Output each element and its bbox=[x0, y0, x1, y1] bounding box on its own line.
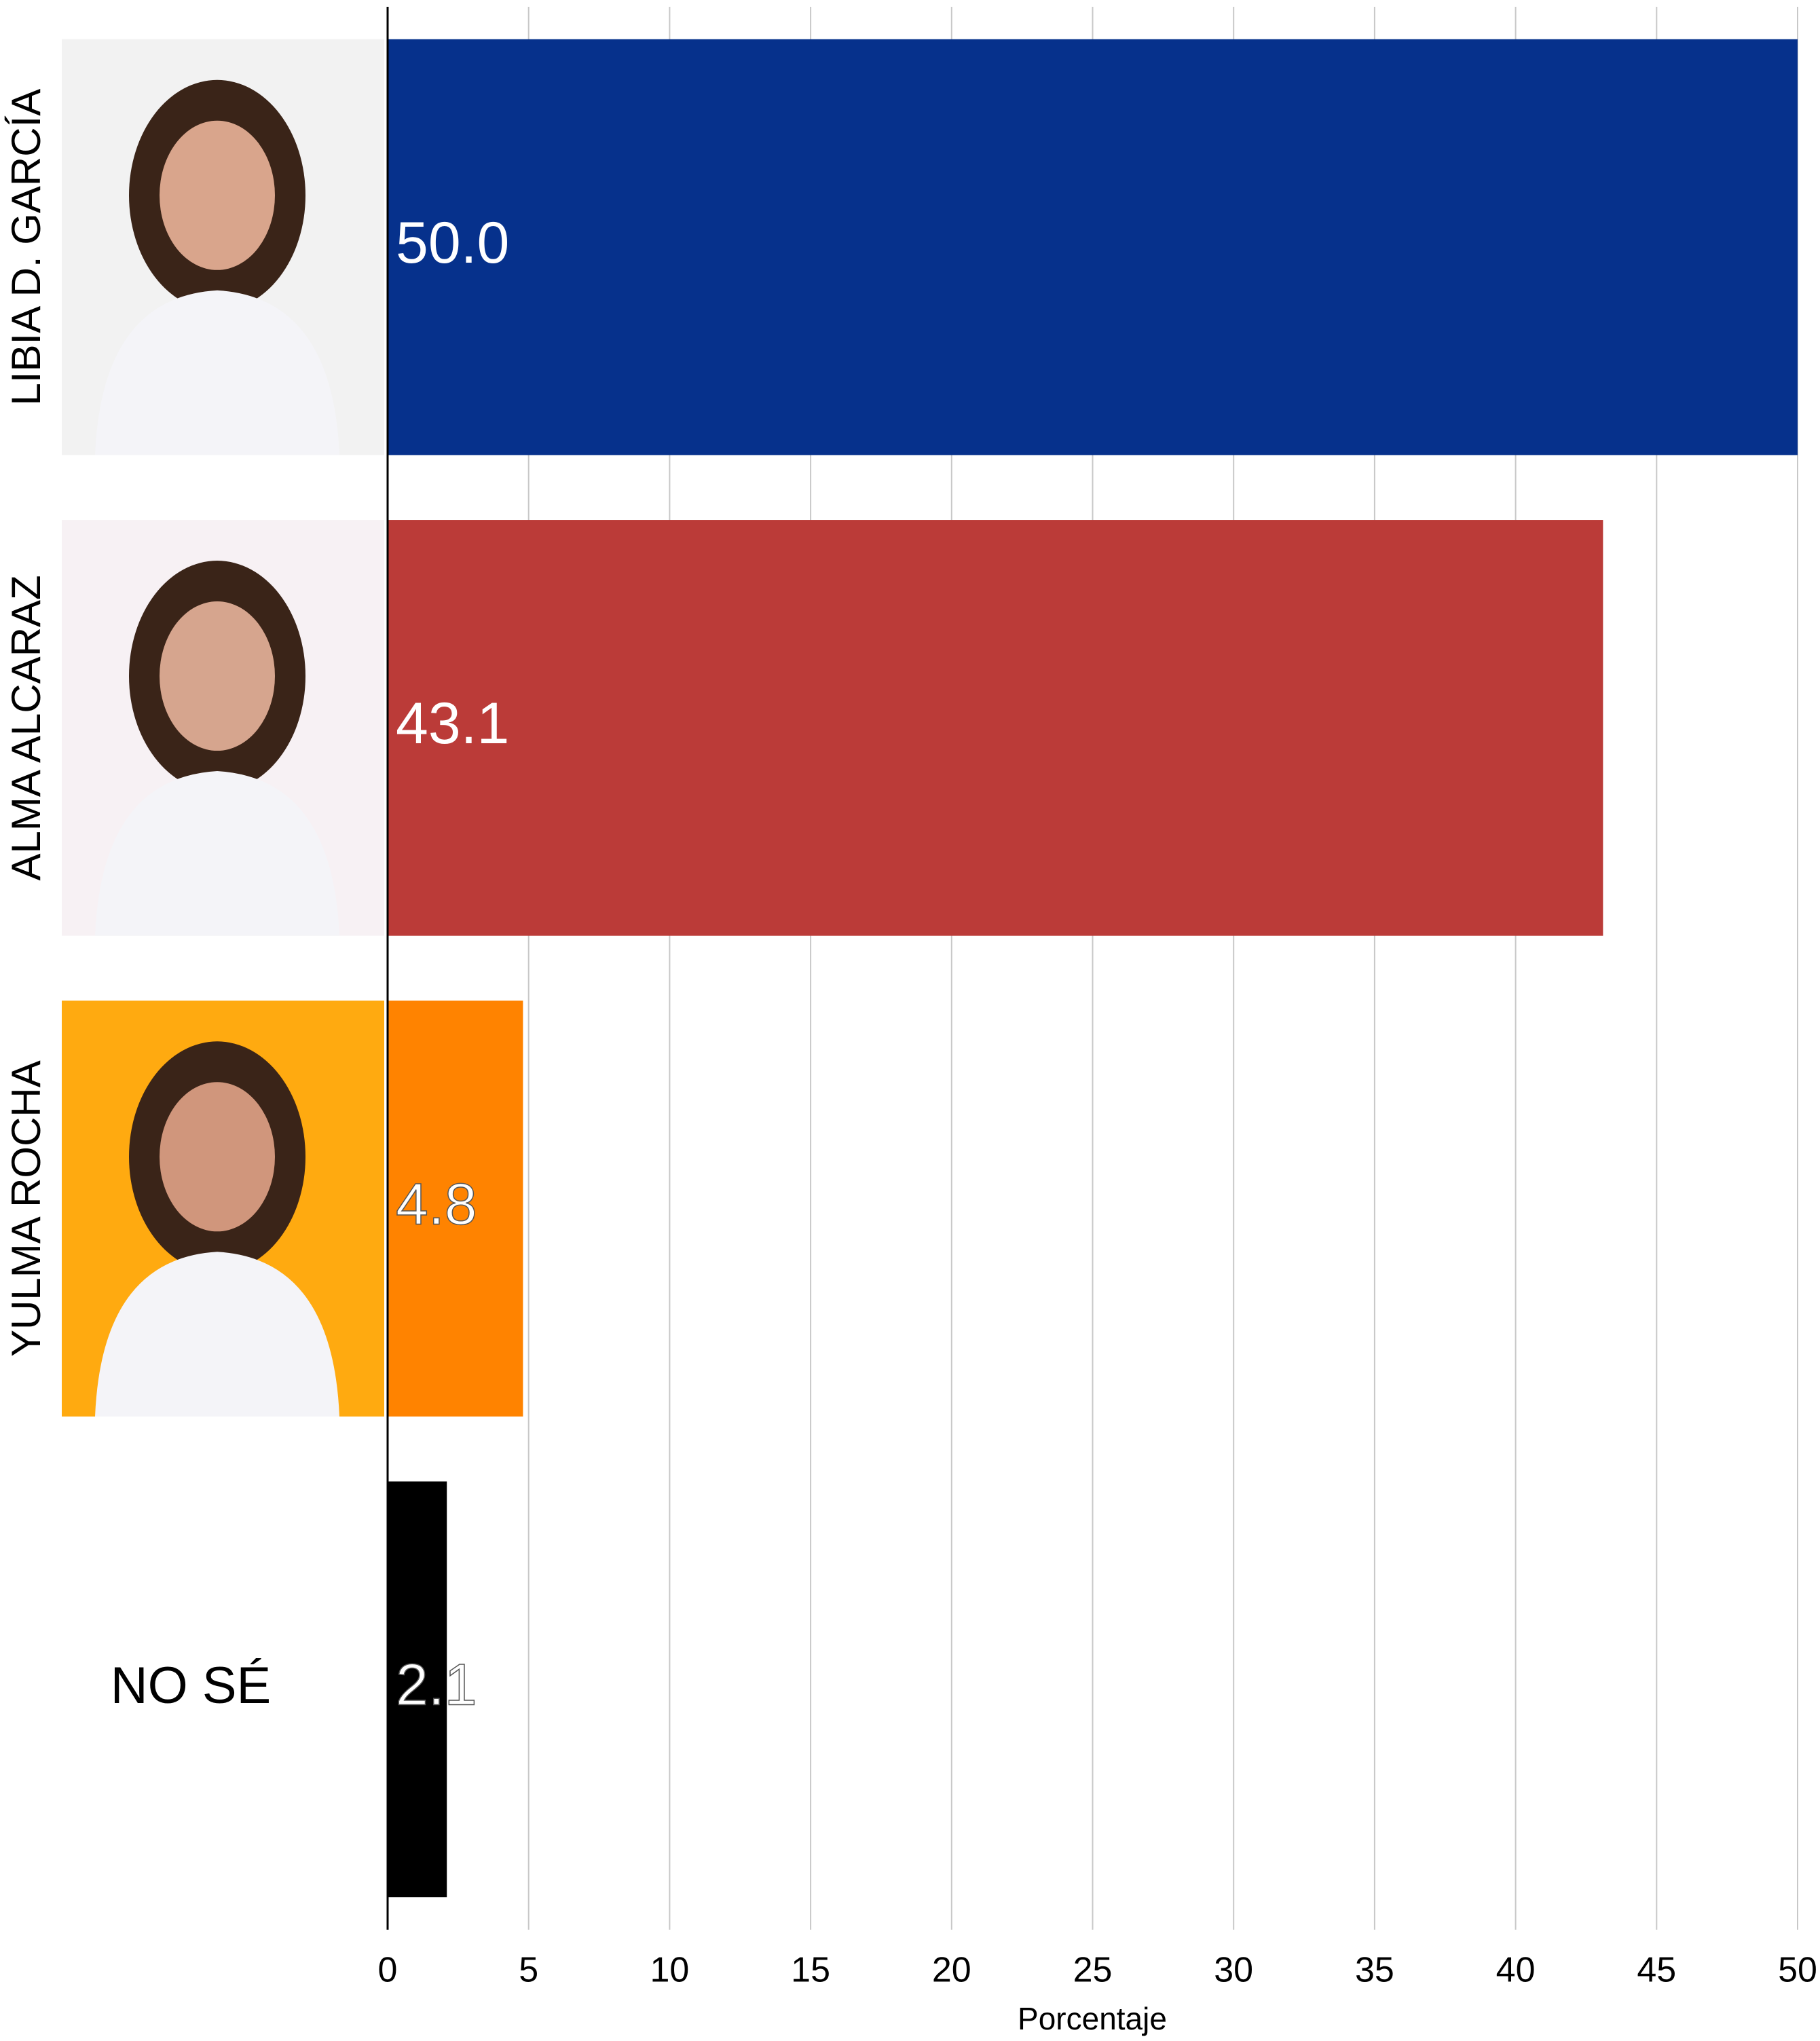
x-tick-label: 5 bbox=[519, 1951, 538, 1990]
x-tick-label: 0 bbox=[378, 1951, 398, 1990]
category-label: NO SÉ bbox=[111, 1657, 272, 1715]
bar bbox=[388, 1000, 523, 1417]
category-label: ALMA ALCARAZ bbox=[3, 575, 49, 880]
x-tick-label: 25 bbox=[1073, 1951, 1113, 1990]
photo-body bbox=[95, 771, 339, 936]
x-tick-label: 20 bbox=[932, 1951, 971, 1990]
value-label: 50.0 bbox=[396, 210, 509, 276]
photo-face bbox=[160, 120, 275, 270]
candidate-photo bbox=[62, 520, 384, 936]
photo-body bbox=[95, 290, 339, 455]
photo-body bbox=[95, 1252, 339, 1417]
x-tick-label: 15 bbox=[791, 1951, 830, 1990]
bar bbox=[388, 39, 1798, 455]
photo-face bbox=[160, 601, 275, 751]
value-label: 43.1 bbox=[396, 691, 509, 756]
x-tick-label: 35 bbox=[1355, 1951, 1394, 1990]
x-axis-label: Porcentaje bbox=[1018, 2001, 1167, 2036]
value-label: 4.8 bbox=[396, 1172, 477, 1237]
x-tick-label: 45 bbox=[1637, 1951, 1676, 1990]
x-tick-label: 30 bbox=[1214, 1951, 1253, 1990]
x-tick-label: 50 bbox=[1778, 1951, 1817, 1990]
x-tick-label: 40 bbox=[1496, 1951, 1536, 1990]
category-label: YULMA ROCHA bbox=[3, 1060, 49, 1357]
value-label: 2.1 bbox=[396, 1653, 477, 1718]
x-tick-label: 10 bbox=[650, 1951, 689, 1990]
photo-face bbox=[160, 1082, 275, 1232]
category-label: LIBIA D. GARCÍA bbox=[3, 89, 49, 406]
candidate-photo bbox=[62, 1000, 384, 1417]
candidate-photo bbox=[62, 39, 384, 455]
bar bbox=[388, 1481, 447, 1898]
bar bbox=[388, 520, 1603, 936]
